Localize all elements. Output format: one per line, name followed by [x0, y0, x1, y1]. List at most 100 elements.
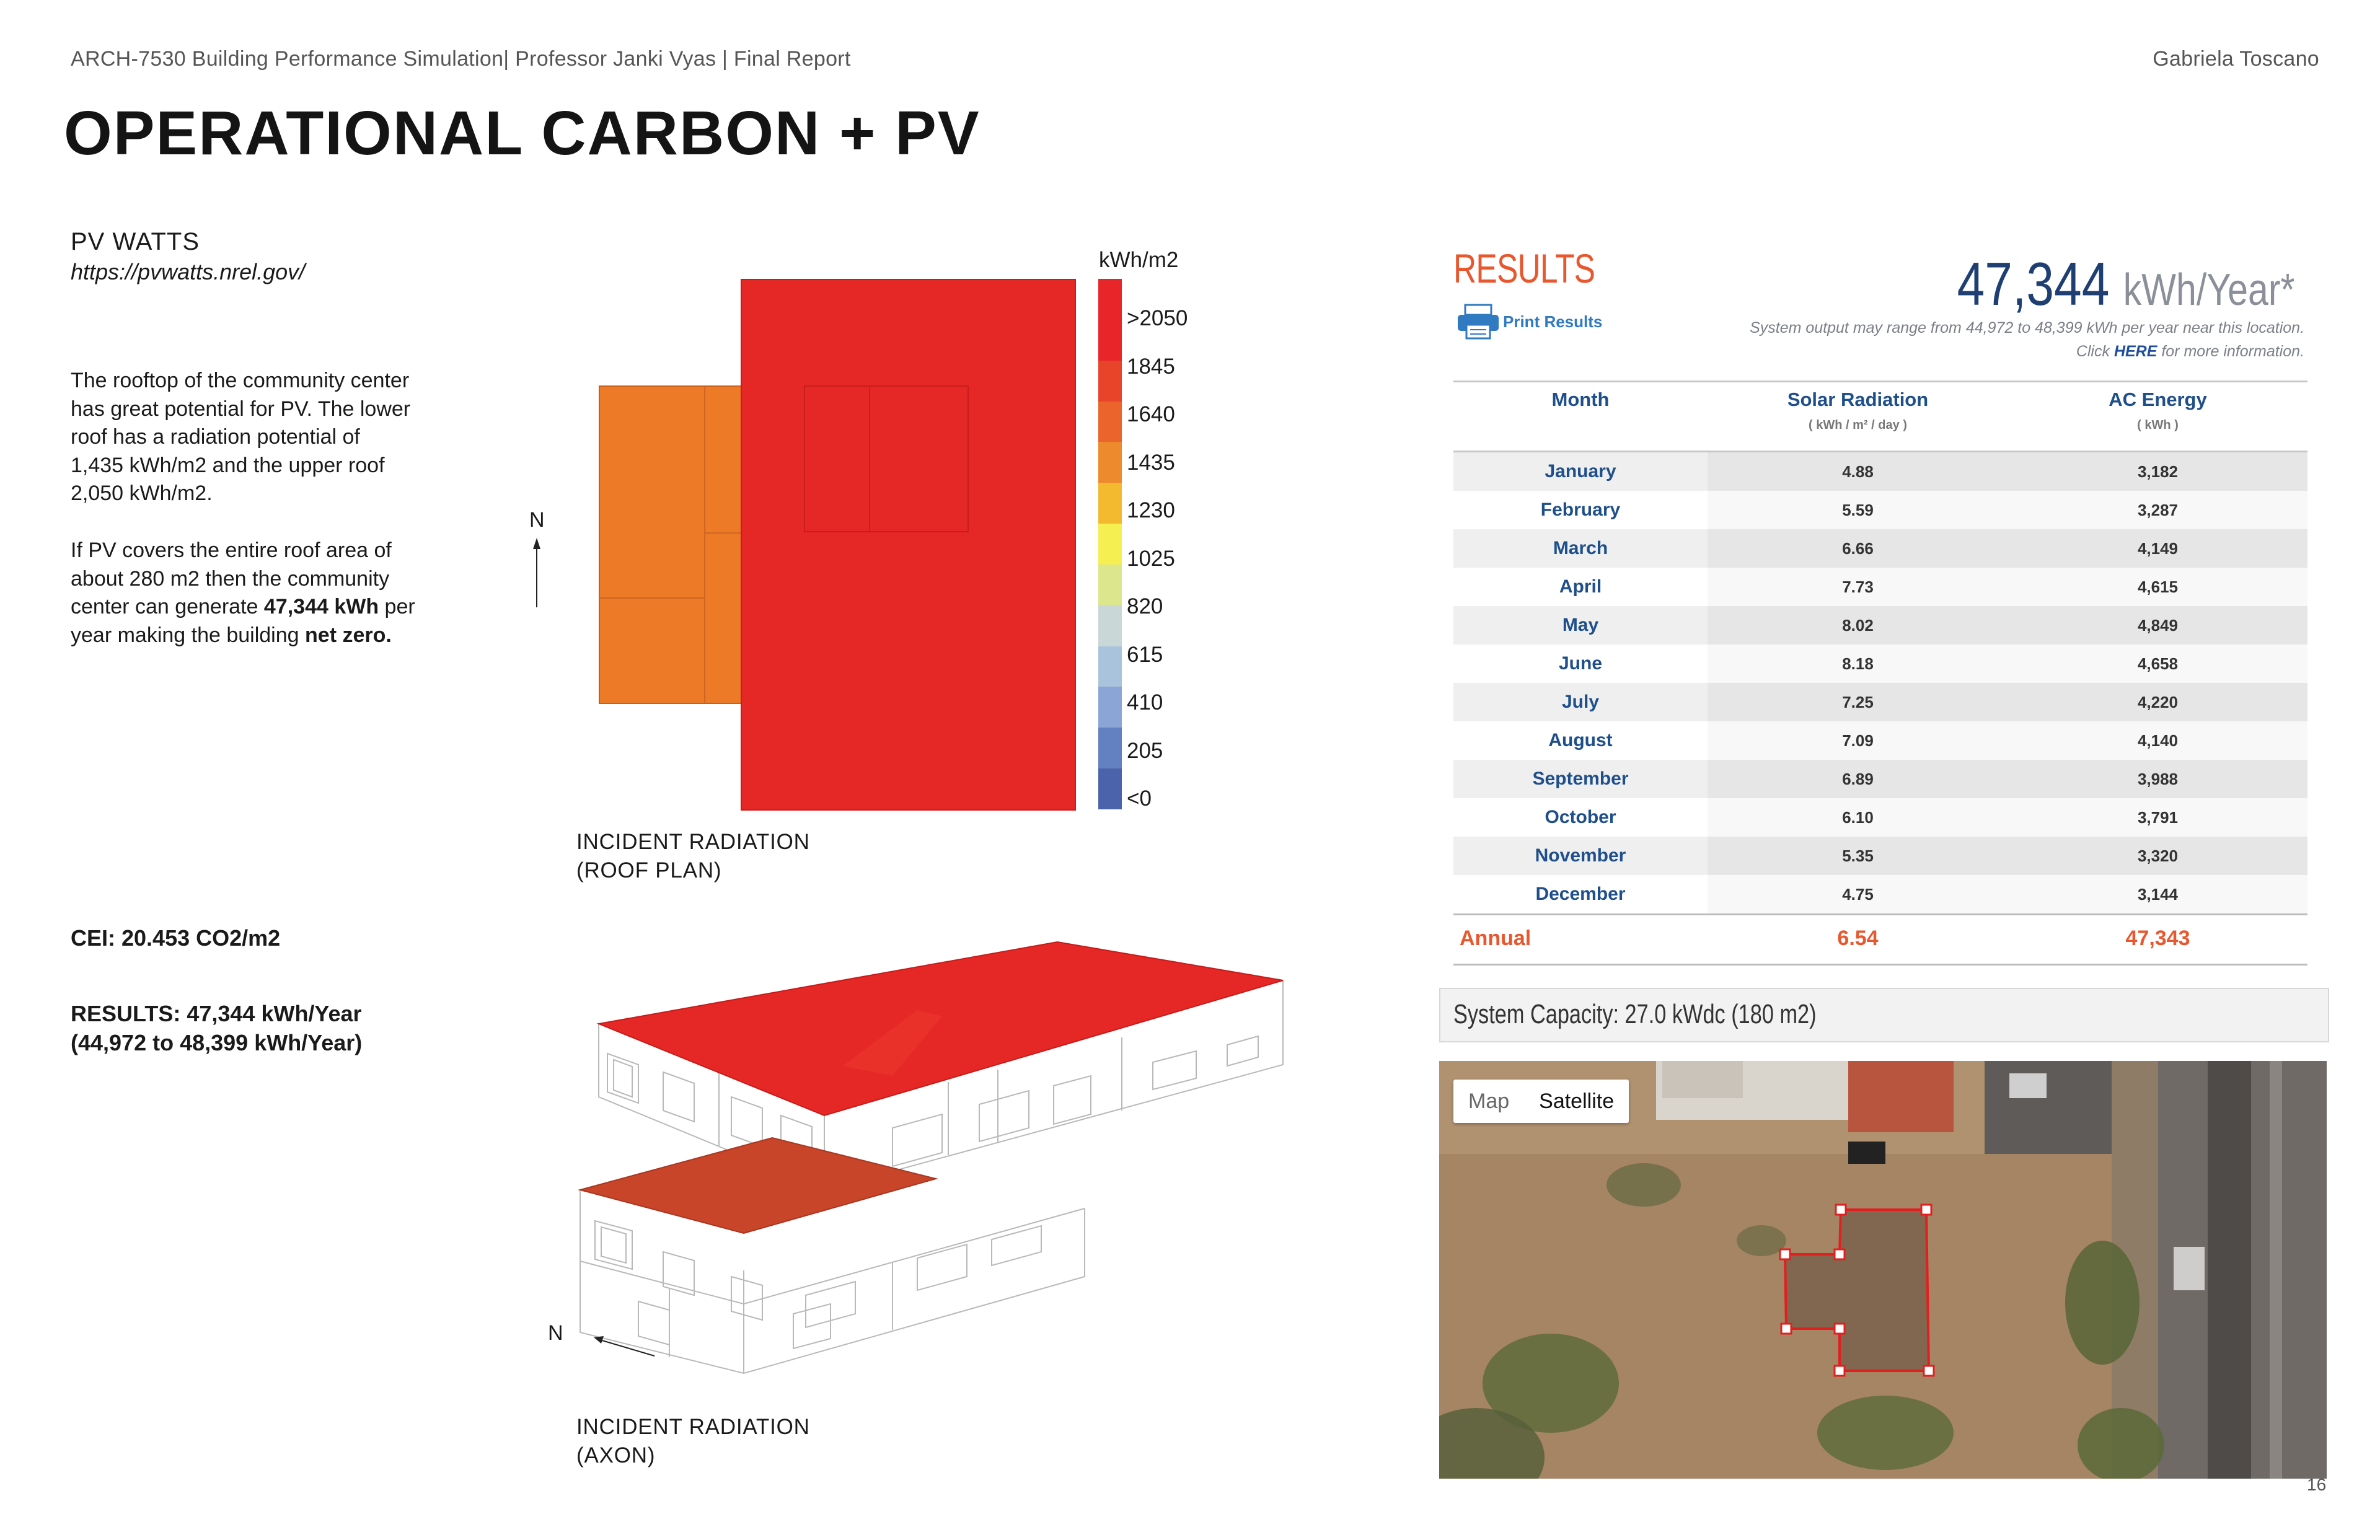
legend-label: 205: [1127, 738, 1163, 763]
table-row: November 5.35 3,320: [1453, 837, 2307, 875]
legend-label: <0: [1127, 786, 1152, 811]
satellite-map[interactable]: [1439, 1061, 2327, 1479]
legend-label: 1230: [1127, 498, 1175, 522]
axon-caption-2: (AXON): [576, 1443, 656, 1467]
solar-cell: 8.02: [1708, 606, 2008, 645]
month-cell: December: [1535, 884, 1626, 904]
table-row: July 7.25 4,220: [1453, 683, 2307, 721]
month-cell: February: [1540, 499, 1621, 520]
month-cell: April: [1559, 576, 1602, 597]
system-capacity-bar: [1439, 988, 2329, 1042]
solar-cell: 7.73: [1708, 568, 2008, 606]
legend-label: 1640: [1127, 402, 1175, 426]
month-cell: November: [1535, 845, 1626, 866]
ac-cell: 3,287: [2008, 491, 2307, 529]
legend-swatch: [1098, 442, 1122, 483]
north-arrow-plan-icon: [533, 538, 540, 607]
solar-cell: 6.10: [1708, 798, 2008, 837]
north-label-axon: N: [548, 1321, 563, 1345]
legend-label: 1845: [1127, 354, 1175, 379]
month-cell: September: [1532, 768, 1629, 789]
range-note: System output may range from 44,972 to 4…: [1750, 316, 2304, 363]
pv-array-outline[interactable]: [1439, 1061, 2327, 1479]
ac-cell: 3,320: [2008, 837, 2307, 875]
range-note-line: System output may range from 44,972 to 4…: [1750, 319, 2304, 337]
axon-caption-1: INCIDENT RADIATION: [576, 1415, 810, 1439]
legend-swatch: [1098, 768, 1122, 809]
ac-cell: 4,149: [2008, 529, 2307, 568]
solar-cell: 6.89: [1708, 760, 2008, 798]
month-cell: June: [1558, 653, 1603, 674]
legend-label: 410: [1127, 690, 1163, 715]
table-row: August 7.09 4,140: [1453, 721, 2307, 760]
results-summary-line1: RESULTS: 47,344 kWh/Year: [71, 1001, 362, 1026]
ac-cell: 4,220: [2008, 683, 2307, 721]
table-header: Month Solar Radiation( kWh / m² / day ) …: [1453, 381, 2307, 452]
map-button[interactable]: Map: [1468, 1089, 1510, 1113]
annual-output-unit: kWh/Year*: [2123, 265, 2294, 315]
pvwatts-url[interactable]: https://pvwatts.nrel.gov/: [71, 259, 306, 284]
ac-cell: 4,615: [2008, 568, 2307, 606]
north-arrow-axon-icon: [594, 1336, 655, 1357]
annual-row: Annual 6.54 47,343: [1453, 913, 2307, 966]
table-body: January 4.88 3,182 February 5.59 3,287 March 6.…: [1453, 452, 2307, 913]
annual-ac: 47,343: [2008, 915, 2307, 964]
more-info-link[interactable]: HERE: [2113, 343, 2157, 360]
month-cell: October: [1545, 807, 1616, 827]
month-cell: August: [1548, 730, 1613, 750]
roof-plan-caption-1: INCIDENT RADIATION: [576, 830, 810, 854]
table-row: October 6.10 3,791: [1453, 798, 2307, 837]
annual-solar: 6.54: [1708, 915, 2008, 964]
map-type-toggle[interactable]: Map Satellite: [1453, 1080, 1629, 1123]
table-row: April 7.73 4,615: [1453, 568, 2307, 606]
table-row: February 5.59 3,287: [1453, 491, 2307, 529]
legend-swatch: [1098, 483, 1122, 524]
annual-output-value: 47,344: [1957, 250, 2109, 318]
annual-output: 47,344 kWh/Year*: [1957, 249, 2294, 319]
results-summary-line2: (44,972 to 48,399 kWh/Year): [71, 1030, 363, 1055]
col-month: Month: [1551, 389, 1610, 410]
intro-paragraph: The rooftop of the community center has …: [71, 369, 411, 505]
system-capacity: System Capacity: 27.0 kWdc (180 m2): [1453, 999, 1817, 1029]
solar-cell: 8.18: [1708, 645, 2008, 683]
legend-swatch: [1098, 279, 1122, 320]
ac-cell: 4,658: [2008, 645, 2307, 683]
table-row: January 4.88 3,182: [1453, 452, 2307, 491]
monthly-results-table: Month Solar Radiation( kWh / m² / day ) …: [1453, 381, 2307, 966]
satellite-button[interactable]: Satellite: [1539, 1089, 1615, 1113]
solar-cell: 4.75: [1708, 875, 2008, 913]
legend-swatch: [1098, 401, 1122, 442]
satellite-imagery: [1439, 1061, 2327, 1479]
roof-plan-caption-2: (ROOF PLAN): [576, 858, 722, 882]
ac-cell: 3,791: [2008, 798, 2307, 837]
annual-label: Annual: [1453, 915, 1708, 964]
upper-roof: [741, 279, 1076, 811]
legend-swatch: [1098, 728, 1122, 769]
printer-icon[interactable]: [1457, 304, 1500, 340]
print-results-link[interactable]: Print Results: [1503, 312, 1603, 331]
col-solar: Solar Radiation( kWh / m² / day ): [1787, 389, 1929, 432]
table-row: December 4.75 3,144: [1453, 875, 2307, 913]
netzero-paragraph: If PV covers the entire roof area of abo…: [71, 539, 415, 647]
ac-cell: 4,140: [2008, 721, 2307, 760]
table-row: June 8.18 4,658: [1453, 645, 2307, 683]
solar-cell: 7.09: [1708, 721, 2008, 760]
roof-plan-diagram: [533, 279, 1076, 811]
table-row: September 6.89 3,988: [1453, 760, 2307, 798]
month-cell: July: [1561, 692, 1600, 712]
north-label-plan: N: [529, 508, 545, 532]
legend-swatch: [1098, 687, 1122, 728]
page-title: OPERATIONAL CARBON + PV: [64, 99, 981, 168]
legend-labels: >2050 1845 1640 1435 1230 1025 820 615 410 205 <0: [1127, 306, 1188, 835]
month-cell: March: [1553, 538, 1608, 558]
legend-swatch: [1098, 646, 1122, 687]
cei-value: CEI: 20.453 CO2/m2: [71, 925, 281, 951]
solar-cell: 4.88: [1708, 452, 2008, 491]
legend-label: 1025: [1127, 546, 1175, 571]
ac-cell: 4,849: [2008, 606, 2307, 645]
legend-swatch: [1098, 524, 1122, 565]
pvwatts-heading: PV WATTS: [71, 228, 200, 255]
solar-cell: 6.66: [1708, 529, 2008, 568]
legend-swatch: [1098, 360, 1122, 402]
legend-swatch: [1098, 605, 1122, 646]
